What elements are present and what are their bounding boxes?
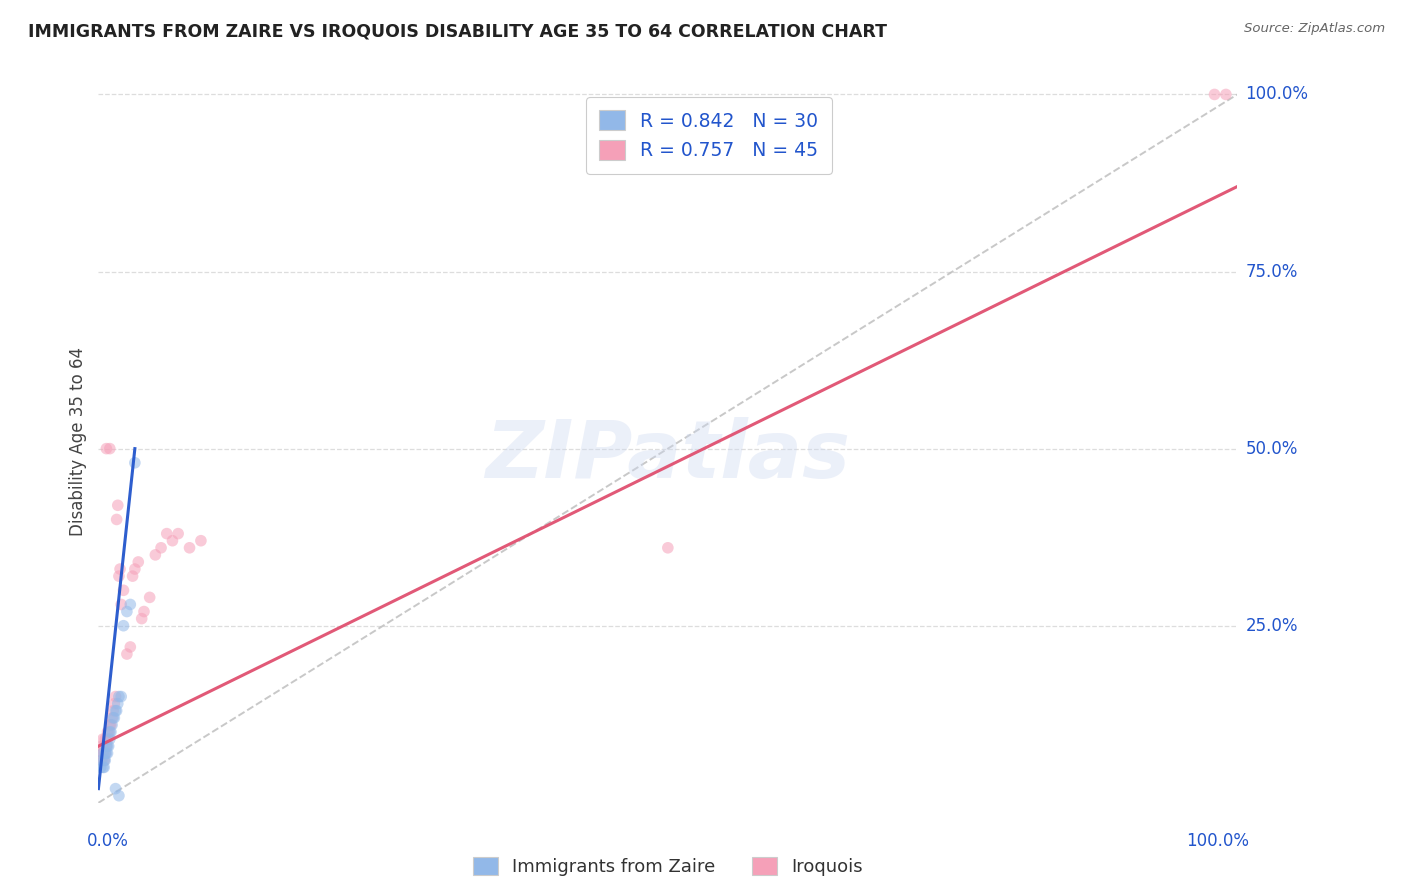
Point (120, 640, 142, 654)
Point (115, 605, 138, 619)
Y-axis label: Disability Age 35 to 64: Disability Age 35 to 64 (69, 347, 87, 536)
Point (100, 718, 122, 732)
Point (93, 739, 115, 753)
Point (103, 704, 125, 718)
Point (131, 612, 153, 626)
Point (101, 711, 124, 725)
Point (105, 704, 128, 718)
Point (96, 442, 118, 456)
Point (90, 739, 112, 753)
Point (1215, 87, 1237, 102)
Text: 75.0%: 75.0% (1246, 262, 1298, 281)
Point (96, 739, 118, 753)
Point (124, 456, 146, 470)
Point (132, 605, 155, 619)
Text: 50.0%: 50.0% (1246, 440, 1298, 458)
Point (91, 746, 114, 760)
Point (179, 541, 201, 555)
Point (112, 618, 135, 632)
Point (94, 753, 117, 767)
Point (107, 697, 129, 711)
Point (104, 704, 127, 718)
Point (96, 725, 118, 739)
Point (120, 598, 142, 612)
Point (150, 541, 173, 555)
Point (101, 718, 124, 732)
Point (108, 569, 131, 583)
Point (657, 541, 679, 555)
Point (100, 725, 122, 739)
Point (108, 690, 131, 704)
Point (90, 753, 112, 767)
Point (91, 732, 114, 747)
Point (90, 760, 112, 774)
Point (103, 697, 125, 711)
Point (96, 739, 118, 753)
Point (90, 753, 112, 767)
Point (94, 746, 117, 760)
Point (112, 583, 135, 598)
Point (103, 711, 125, 725)
Text: Source: ZipAtlas.com: Source: ZipAtlas.com (1244, 22, 1385, 36)
Point (115, 647, 138, 661)
Point (110, 598, 132, 612)
Point (91, 746, 114, 760)
Text: 100.0%: 100.0% (1246, 86, 1309, 103)
Point (98, 442, 121, 456)
Point (110, 690, 132, 704)
Point (96, 746, 118, 760)
Point (96, 732, 118, 747)
Text: 25.0%: 25.0% (1246, 616, 1298, 635)
Text: 0.0%: 0.0% (87, 831, 129, 850)
Point (96, 739, 118, 753)
Point (138, 591, 160, 605)
Point (94, 732, 117, 747)
Point (93, 753, 115, 767)
Point (98, 725, 121, 739)
Point (91, 760, 114, 774)
Point (93, 753, 115, 767)
Point (1204, 87, 1226, 102)
Point (108, 562, 131, 576)
Point (105, 512, 128, 526)
Point (107, 498, 129, 512)
Point (89, 746, 111, 760)
Point (127, 555, 149, 569)
Point (98, 718, 121, 732)
Point (98, 732, 121, 747)
Point (145, 548, 167, 562)
Text: ZIPatlas: ZIPatlas (485, 417, 851, 495)
Point (104, 781, 127, 796)
Point (162, 533, 184, 548)
Point (124, 562, 146, 576)
Text: IMMIGRANTS FROM ZAIRE VS IROQUOIS DISABILITY AGE 35 TO 64 CORRELATION CHART: IMMIGRANTS FROM ZAIRE VS IROQUOIS DISABI… (28, 22, 887, 40)
Point (104, 690, 127, 704)
Point (167, 526, 190, 541)
Point (103, 711, 125, 725)
Point (96, 746, 118, 760)
Text: 100.0%: 100.0% (1185, 831, 1249, 850)
Point (97, 739, 120, 753)
Point (156, 526, 179, 541)
Point (121, 569, 143, 583)
Point (190, 533, 212, 548)
Point (97, 725, 120, 739)
Point (108, 789, 131, 803)
Point (94, 746, 117, 760)
Point (93, 760, 115, 774)
Legend: Immigrants from Zaire, Iroquois: Immigrants from Zaire, Iroquois (464, 848, 872, 886)
